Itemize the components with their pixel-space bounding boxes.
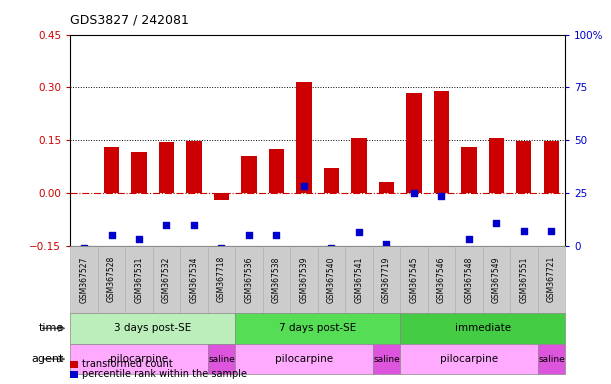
Point bbox=[519, 228, 529, 234]
Text: GDS3827 / 242081: GDS3827 / 242081 bbox=[70, 14, 189, 27]
Text: time: time bbox=[39, 323, 64, 333]
Point bbox=[354, 228, 364, 235]
Text: transformed count: transformed count bbox=[82, 359, 174, 369]
Bar bbox=[241, 156, 257, 193]
Text: GSM367541: GSM367541 bbox=[354, 256, 364, 303]
Text: GSM367536: GSM367536 bbox=[244, 256, 254, 303]
Bar bbox=[379, 182, 394, 193]
Bar bbox=[489, 138, 504, 193]
Point bbox=[547, 228, 557, 234]
Point bbox=[409, 190, 419, 196]
Text: GSM367534: GSM367534 bbox=[189, 256, 199, 303]
Text: GSM367540: GSM367540 bbox=[327, 256, 336, 303]
Point bbox=[217, 245, 227, 251]
Text: saline: saline bbox=[208, 354, 235, 364]
Bar bbox=[351, 138, 367, 193]
Bar bbox=[434, 91, 449, 193]
Text: agent: agent bbox=[32, 354, 64, 364]
Point bbox=[79, 245, 89, 251]
Point bbox=[244, 232, 254, 238]
Bar bbox=[104, 147, 119, 193]
Text: percentile rank within the sample: percentile rank within the sample bbox=[82, 369, 247, 379]
Text: GSM367719: GSM367719 bbox=[382, 256, 391, 303]
Point bbox=[189, 222, 199, 228]
Text: GSM367528: GSM367528 bbox=[107, 256, 116, 303]
Point bbox=[437, 194, 447, 200]
Text: GSM367531: GSM367531 bbox=[134, 256, 144, 303]
Text: GSM367527: GSM367527 bbox=[79, 256, 89, 303]
Bar bbox=[516, 141, 532, 193]
Text: saline: saline bbox=[538, 354, 565, 364]
Text: GSM367545: GSM367545 bbox=[409, 256, 419, 303]
Point bbox=[327, 245, 337, 251]
Bar bbox=[269, 149, 284, 193]
Point bbox=[464, 236, 474, 242]
Bar bbox=[159, 142, 174, 193]
Bar bbox=[406, 93, 422, 193]
Point bbox=[492, 220, 502, 226]
Bar bbox=[296, 82, 312, 193]
Text: GSM367548: GSM367548 bbox=[464, 256, 474, 303]
Bar bbox=[131, 152, 147, 193]
Point bbox=[107, 232, 117, 238]
Point bbox=[272, 232, 282, 238]
Bar bbox=[461, 147, 477, 193]
Text: immediate: immediate bbox=[455, 323, 511, 333]
Text: 7 days post-SE: 7 days post-SE bbox=[279, 323, 356, 333]
Bar bbox=[214, 193, 229, 200]
Text: saline: saline bbox=[373, 354, 400, 364]
Text: GSM367721: GSM367721 bbox=[547, 256, 556, 303]
Point bbox=[381, 241, 392, 247]
Text: GSM367532: GSM367532 bbox=[162, 256, 171, 303]
Point bbox=[134, 236, 144, 242]
Bar bbox=[324, 168, 339, 193]
Text: pilocarpine: pilocarpine bbox=[275, 354, 333, 364]
Text: GSM367718: GSM367718 bbox=[217, 256, 226, 303]
Text: GSM367546: GSM367546 bbox=[437, 256, 446, 303]
Point bbox=[161, 222, 171, 228]
Text: GSM367549: GSM367549 bbox=[492, 256, 501, 303]
Text: pilocarpine: pilocarpine bbox=[110, 354, 168, 364]
Point bbox=[299, 183, 309, 189]
Text: 3 days post-SE: 3 days post-SE bbox=[114, 323, 191, 333]
Bar bbox=[544, 141, 559, 193]
Text: GSM367539: GSM367539 bbox=[299, 256, 309, 303]
Text: pilocarpine: pilocarpine bbox=[440, 354, 498, 364]
Text: GSM367551: GSM367551 bbox=[519, 256, 529, 303]
Bar bbox=[186, 141, 202, 193]
Text: GSM367538: GSM367538 bbox=[272, 256, 281, 303]
